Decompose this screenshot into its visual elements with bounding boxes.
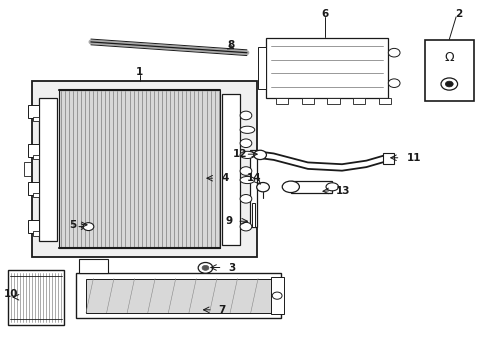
Text: 1: 1 [136,67,143,77]
Bar [301,98,313,104]
Ellipse shape [240,151,254,158]
Circle shape [240,194,251,203]
Circle shape [445,81,452,87]
Bar [8,270,64,325]
Text: 13: 13 [335,186,350,196]
Circle shape [240,222,251,231]
Bar [250,149,256,226]
Text: 12: 12 [232,149,246,159]
Text: 2: 2 [454,9,462,19]
Bar [33,155,39,159]
Circle shape [387,48,399,57]
Text: 4: 4 [221,173,228,183]
Bar [76,273,281,318]
Bar [39,98,57,241]
Bar [28,220,39,233]
Circle shape [202,265,208,270]
Bar [290,181,331,193]
Bar [266,39,387,98]
Bar [378,98,390,104]
Bar [86,279,271,313]
Text: 5: 5 [69,220,76,230]
Circle shape [240,139,251,148]
Bar [79,259,108,273]
Circle shape [440,78,457,90]
Text: 11: 11 [406,153,420,163]
Text: 14: 14 [246,173,261,183]
Bar [327,98,339,104]
Bar [24,162,31,176]
Bar [28,182,39,195]
Circle shape [256,183,269,192]
Bar [252,203,255,226]
Bar [221,94,240,244]
Bar [424,40,473,101]
Text: 6: 6 [321,9,328,19]
Bar [33,117,39,121]
Ellipse shape [83,223,94,230]
Bar [59,90,220,248]
Text: 10: 10 [4,289,19,299]
Bar [33,231,39,235]
Circle shape [387,79,399,87]
Circle shape [240,111,251,120]
Text: 7: 7 [218,305,225,315]
Text: Ω: Ω [444,51,453,64]
Circle shape [240,167,251,175]
Ellipse shape [325,183,338,191]
Bar [257,47,266,89]
Text: 9: 9 [225,216,232,226]
Bar [383,153,393,163]
Bar [28,105,39,118]
Bar [352,98,365,104]
Ellipse shape [240,176,254,184]
Text: 8: 8 [227,40,234,50]
Bar [28,144,39,157]
Ellipse shape [240,126,254,134]
Circle shape [198,262,212,273]
Ellipse shape [282,181,299,193]
Bar [276,98,288,104]
Bar [33,193,39,197]
Circle shape [272,292,282,299]
Circle shape [253,150,266,159]
Bar [32,81,256,257]
Bar [271,277,283,315]
Text: 3: 3 [227,262,235,273]
